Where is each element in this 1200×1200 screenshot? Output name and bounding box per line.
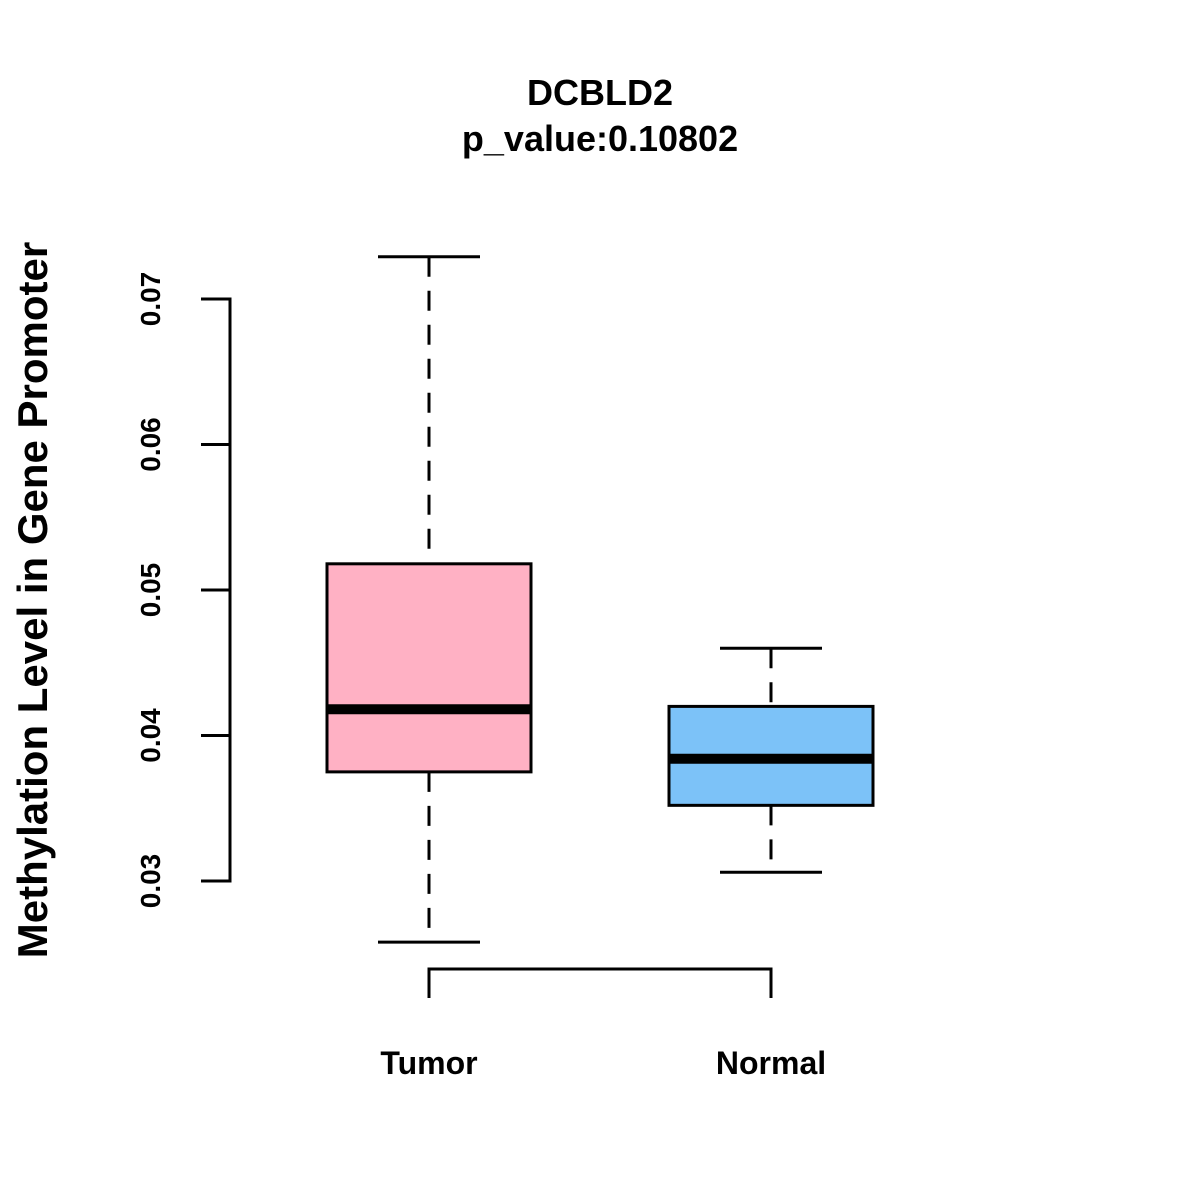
y-tick-label: 0.05 (135, 563, 166, 618)
y-tick-label: 0.04 (135, 708, 166, 763)
chart-subtitle: p_value:0.10802 (462, 118, 738, 159)
y-axis: 0.03 0.04 0.05 0.06 0.07 (135, 272, 232, 909)
comparison-bracket-group (427, 967, 773, 998)
y-tick-label: 0.03 (135, 854, 166, 909)
chart-title: DCBLD2 (527, 72, 673, 113)
y-tick-label: 0.07 (135, 272, 166, 327)
category-labels: Tumor Normal (380, 1045, 826, 1081)
category-label-tumor: Tumor (380, 1045, 477, 1081)
y-axis-label: Methylation Level in Gene Promoter (9, 242, 56, 958)
y-tick-label: 0.06 (135, 417, 166, 472)
category-label-normal: Normal (716, 1045, 826, 1081)
tumor-box (325, 562, 533, 774)
boxes-group (325, 255, 875, 944)
